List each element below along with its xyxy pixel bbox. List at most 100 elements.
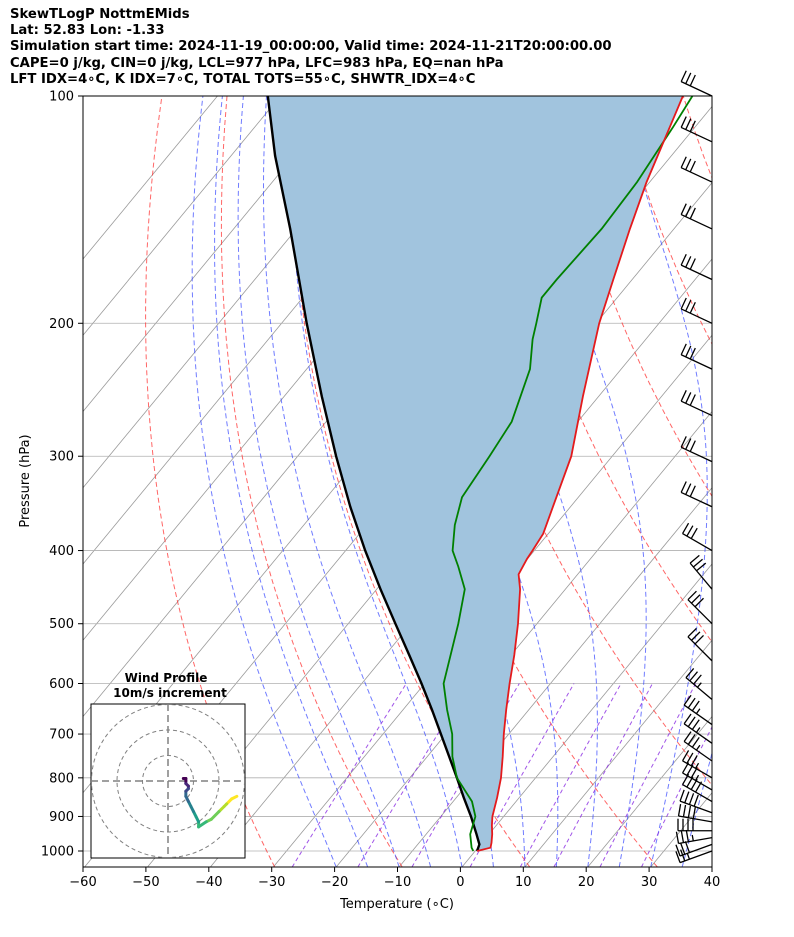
wind-barb [680,116,713,143]
wind-barb-staff [683,723,713,744]
x-tick-label: −30 [258,875,285,890]
wind-barb-staff [680,167,713,183]
mixing-ratio-line [599,683,697,867]
wind-barb-flag [685,392,692,404]
wind-barb-staff [682,760,713,779]
wind-barb-flag [685,256,692,268]
wind-barb-flag [689,258,696,270]
wind-barb-staff [682,772,713,791]
chart-header: SkewTLogP NottmEMids Lat: 52.83 Lon: -1.… [10,7,612,88]
wind-barb-flag [694,597,704,608]
wind-barb-flag [685,118,692,130]
wind-barb-flag [691,631,701,641]
wind-barb [689,554,713,590]
wind-barb [683,713,713,744]
wind-barb-flag [681,522,690,534]
moist-adiabat-line [214,96,369,867]
wind-barb-staff [683,740,713,762]
dry-adiabat-line [145,96,276,867]
wind-barb-flag [689,554,700,564]
x-tick-label: 40 [704,875,721,890]
x-axis-label: Temperature (∘C) [339,897,454,912]
isotherm-line [83,96,218,260]
wind-barb [680,156,713,183]
wind-barb-staff [680,400,713,417]
index-line: LFT IDX=4∘C, K IDX=7∘C, TOTAL TOTS=55∘C,… [10,71,476,87]
wind-barb-flag [694,634,704,645]
wind-barb-staff [685,677,713,701]
hodograph-trace-segment [209,810,221,821]
parcel-profile-line [266,96,481,852]
wind-barb-flag [679,789,685,802]
wind-barb-flag [693,674,702,685]
wind-barb-flag [692,558,703,568]
mixing-ratio-line [553,683,653,867]
wind-barb-staff [679,843,713,857]
wind-barb-flag [685,829,690,842]
x-tick-label: −50 [132,875,159,890]
wind-barb-staff [678,836,713,845]
wind-barb-flag [689,301,696,314]
wind-barb [679,789,713,814]
wind-barb-staff [683,704,713,726]
wind-barb-flag [683,731,692,742]
wind-barb-half-flag [695,708,701,715]
wind-barb-flag [675,851,681,863]
time-line: Simulation start time: 2024-11-19_00:00:… [10,39,612,55]
wind-barb-flag [689,394,696,406]
y-tick-label: 600 [49,677,74,692]
isotherm-line [83,96,344,413]
wind-barb-half-flag [691,834,694,842]
wind-barb-staff [687,599,713,625]
wind-barb [680,390,713,417]
wind-barb-flag [691,719,700,730]
wind-barb-flag [689,347,696,360]
location-line: Lat: 52.83 Lon: -1.33 [10,23,165,39]
wind-barb [687,627,713,662]
wind-barb-staff [680,264,713,281]
x-tick-label: 10 [515,875,532,890]
cape-fill [267,96,683,851]
y-tick-label: 100 [49,90,74,105]
y-tick-label: 200 [49,317,74,332]
wind-barb [683,694,713,726]
wind-barb-flag [680,156,687,168]
wind-barb-staff [680,491,713,508]
wind-barb-flag [685,299,692,312]
wind-barb-half-flag [696,682,702,688]
wind-barb-staff [687,636,713,662]
wind-barb-staff [680,354,713,370]
y-tick-label: 300 [49,450,74,465]
wind-barb-staff [682,783,713,803]
wind-barb-flag [689,160,696,173]
wind-barb-flag [680,253,687,266]
temperature-line [476,96,684,852]
wind-barb-half-flag [695,727,701,733]
wind-barb-flag [675,844,681,857]
wind-barb-flag [680,343,687,356]
wind-barb-half-flag [694,762,700,769]
dry-adiabat-line [748,96,794,867]
mixing-ratio-line [291,683,407,867]
moist-adiabat-line [237,96,400,867]
wind-barb-flag [685,72,692,85]
wind-barb-flag [685,668,695,679]
wind-barb [677,818,712,832]
x-tick-label: −40 [195,875,222,890]
wind-barb [680,481,713,508]
x-tick-label: 30 [641,875,658,890]
hodograph-inset: Wind Profile 10m/s increment [90,671,246,859]
axes: −60 −50 −40 −30 −20 −10 0 10 20 30 40 1000 900 800 700… [41,90,720,891]
wind-barb-flag [690,755,698,767]
cape-area [267,96,683,851]
wind-barb-flag [696,562,707,572]
wind-barb-flag [687,627,697,638]
wind-barb-flag [677,804,682,817]
wind-barb [680,297,713,324]
wind-barb [681,750,713,779]
isotherm-line [524,639,712,867]
wind-barb [677,804,713,823]
moist-adiabat-line [619,96,708,867]
chart-title: SkewTLogP NottmEMids [10,7,190,22]
wind-barb-flag [681,750,690,762]
